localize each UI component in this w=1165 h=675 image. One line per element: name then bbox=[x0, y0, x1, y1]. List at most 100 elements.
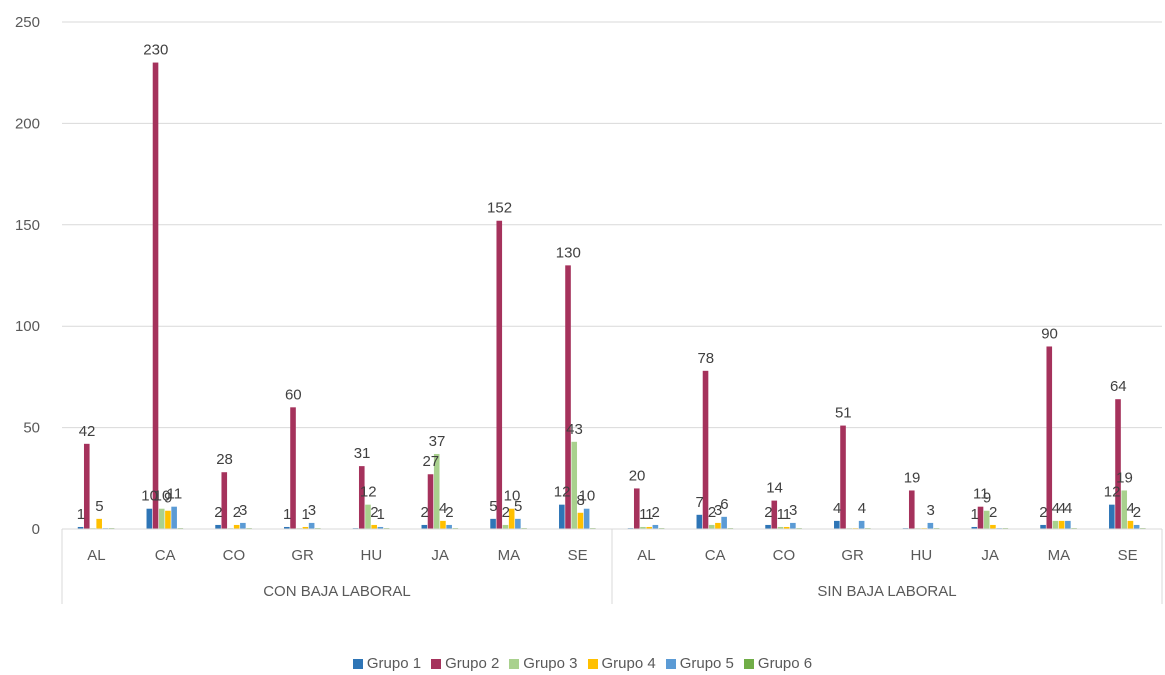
bar-grupo-5 bbox=[858, 520, 865, 529]
data-label: 2 bbox=[502, 504, 510, 521]
data-label: 10 bbox=[154, 488, 171, 505]
bar-grupo-5 bbox=[240, 522, 246, 529]
data-label: 230 bbox=[143, 42, 168, 59]
legend-label: Grupo 4 bbox=[601, 655, 656, 672]
bar-grupo-2 bbox=[840, 425, 846, 529]
x-tick-label: CO bbox=[773, 547, 796, 564]
data-label: 4 bbox=[858, 500, 866, 517]
y-tick-label: 150 bbox=[15, 217, 40, 234]
data-label: 3 bbox=[239, 502, 247, 519]
bar-grupo-4 bbox=[233, 524, 240, 529]
y-tick-label: 50 bbox=[23, 420, 40, 437]
x-tick-label: HU bbox=[361, 547, 383, 564]
legend-swatch bbox=[431, 658, 442, 669]
bar-grupo-2 bbox=[290, 407, 296, 529]
data-label: 12 bbox=[360, 484, 377, 501]
legend-swatch bbox=[587, 658, 598, 669]
data-label: 27 bbox=[422, 453, 439, 470]
data-label: 1 bbox=[645, 506, 653, 523]
x-tick-label: GR bbox=[291, 547, 314, 564]
data-label: 9 bbox=[164, 490, 172, 507]
legend-item: Grupo 2 bbox=[431, 655, 499, 672]
bar-grupo-1 bbox=[1040, 524, 1046, 529]
data-label: 3 bbox=[308, 502, 316, 519]
data-label: 20 bbox=[629, 467, 646, 484]
data-label: 19 bbox=[1116, 469, 1133, 486]
gridlines bbox=[62, 21, 1162, 429]
legend-label: Grupo 1 bbox=[366, 655, 422, 672]
data-label: 10 bbox=[141, 488, 158, 505]
bar-grupo-4 bbox=[1058, 520, 1065, 529]
y-tick-label: 0 bbox=[32, 521, 40, 538]
data-label: 2 bbox=[214, 504, 222, 521]
x-tick-label: JA bbox=[431, 547, 449, 564]
data-label: 4 bbox=[833, 500, 841, 517]
x-tick-label: HU bbox=[911, 547, 933, 564]
data-label: 2 bbox=[989, 504, 997, 521]
data-label: 2 bbox=[445, 504, 453, 521]
data-label: 152 bbox=[487, 200, 512, 217]
bar-grupo-3 bbox=[502, 524, 509, 529]
data-label: 2 bbox=[708, 504, 716, 521]
data-label: 5 bbox=[489, 498, 497, 515]
bar-grupo-1 bbox=[834, 520, 840, 529]
bar-grupo-5 bbox=[790, 522, 796, 529]
bar-grupo-5 bbox=[1133, 524, 1140, 529]
bar-grupo-4 bbox=[646, 526, 652, 529]
bar-grupo-3 bbox=[433, 453, 440, 529]
data-label: 90 bbox=[1041, 325, 1058, 342]
bar-grupo-5 bbox=[652, 524, 659, 529]
y-axis: 0 50 100 150 200 250 bbox=[15, 14, 40, 538]
data-label: 64 bbox=[1110, 378, 1127, 395]
bar-grupo-2 bbox=[427, 474, 434, 529]
x-tick-label: MA bbox=[1048, 547, 1071, 564]
data-label: 4 bbox=[1064, 500, 1072, 517]
data-label: 11 bbox=[167, 486, 183, 503]
data-label: 1 bbox=[970, 506, 978, 523]
bar-grupo-4 bbox=[440, 520, 446, 529]
bar-grupo-2 bbox=[358, 466, 365, 529]
legend-item: Grupo 6 bbox=[743, 655, 812, 672]
legend: Grupo 1 Grupo 2 Grupo 3 Grupo 4 Grupo 5 Grupo… bbox=[0, 655, 1165, 672]
bar-grupo-5 bbox=[927, 522, 934, 529]
legend-swatch bbox=[509, 658, 520, 669]
data-label: 2 bbox=[652, 504, 660, 521]
bar-grupo-3 bbox=[777, 526, 784, 529]
data-label: 4 bbox=[1058, 500, 1066, 517]
data-label: 10 bbox=[579, 488, 596, 505]
bar-grupo-4 bbox=[508, 508, 515, 529]
data-label: 9 bbox=[983, 490, 991, 507]
legend-label: Grupo 3 bbox=[523, 655, 578, 672]
data-label: 130 bbox=[556, 244, 581, 261]
data-label: 1 bbox=[777, 506, 785, 523]
bar-grupo-5 bbox=[377, 526, 384, 529]
bar-grupo-3 bbox=[1052, 520, 1059, 529]
data-label: 3 bbox=[789, 502, 797, 519]
bar-grupo-1 bbox=[765, 524, 771, 529]
bar-grupo-5 bbox=[308, 522, 315, 529]
data-label: 78 bbox=[697, 350, 714, 367]
x-tick-label: CA bbox=[155, 547, 176, 564]
data-label: 37 bbox=[429, 433, 446, 450]
bar-grupo-2 bbox=[565, 265, 571, 529]
bar-grupo-5 bbox=[721, 516, 727, 529]
bar-grupo-2 bbox=[1046, 346, 1053, 529]
data-label: 42 bbox=[79, 423, 96, 440]
bar-grupo-4 bbox=[783, 526, 790, 529]
data-label: 2 bbox=[420, 504, 428, 521]
bar-grupo-3 bbox=[640, 526, 646, 529]
bar-grupo-2 bbox=[702, 370, 709, 529]
bar-grupo-3 bbox=[708, 524, 715, 529]
data-label: 1 bbox=[783, 506, 791, 523]
x-axis: AL CA CO GR HU JA MA SE AL CA CO GR HU JA MA SE CON BAJA… bbox=[61, 528, 1163, 604]
y-tick-label: 200 bbox=[15, 115, 40, 132]
bar-grupo-4 bbox=[165, 510, 171, 529]
bar-grupo-4 bbox=[1127, 520, 1134, 529]
data-label: 19 bbox=[904, 469, 921, 486]
bar-grupo-1 bbox=[490, 518, 496, 529]
data-label: 14 bbox=[766, 480, 783, 497]
data-label: 8 bbox=[577, 492, 585, 509]
x-tick-label: GR bbox=[841, 547, 864, 564]
